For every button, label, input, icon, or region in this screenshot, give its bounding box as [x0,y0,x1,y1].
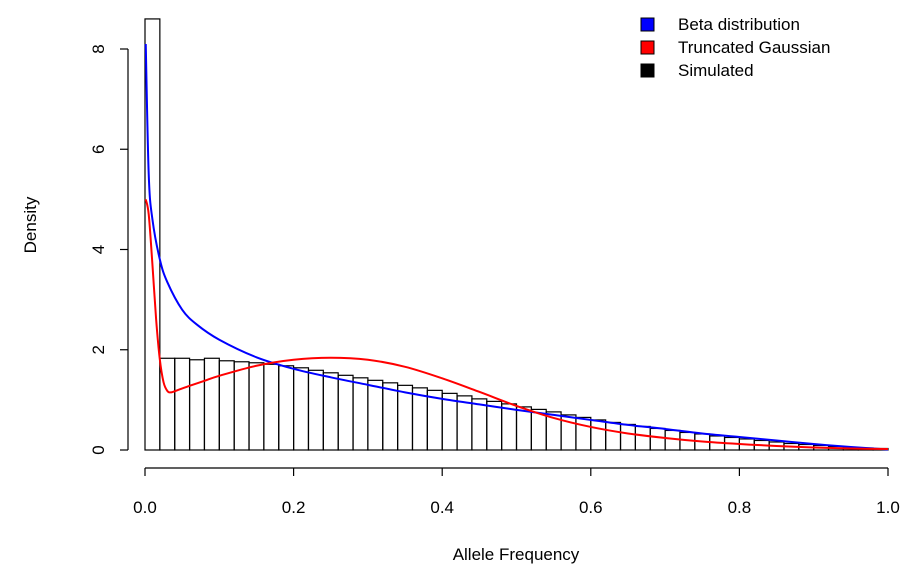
histogram-bar [501,403,518,451]
histogram-bar [382,382,399,451]
y-tick-label: 2 [89,345,108,354]
legend-swatch [640,40,655,55]
histogram-bar [188,359,206,451]
histogram-bar [619,423,636,451]
histogram-bar [174,357,191,451]
x-tick-label: 0.4 [430,498,454,517]
legend-swatch [640,17,655,32]
legend-label: Simulated [678,61,754,80]
density-curves [144,43,889,451]
histogram-bar [337,374,354,451]
truncated-gaussian-curve [144,199,889,450]
x-tick-label: 0.6 [579,498,603,517]
histogram-bar [649,427,666,451]
histogram-bar [322,372,339,451]
legend-label: Beta distribution [678,15,800,34]
legend: Beta distribution Truncated Gaussian Simul… [640,15,830,80]
histogram-bar [233,361,250,451]
histogram-bar [515,406,532,451]
histogram-bar [411,387,428,451]
y-tick-label: 4 [89,245,108,254]
x-axis: 0.0 0.2 0.4 0.6 0.8 1.0 [133,467,900,517]
beta-distribution-curve [144,43,889,451]
histogram-bar [590,419,607,451]
histogram-bar [307,369,324,451]
x-tick-label: 0.8 [728,498,752,517]
y-tick-label: 8 [89,44,108,53]
histogram-bar [471,398,488,451]
histogram-bar [203,357,220,451]
legend-swatch [640,63,655,78]
histogram-bar [367,379,384,451]
x-tick-label: 0.0 [133,498,157,517]
y-axis: 0 2 4 6 8 [89,44,129,455]
histogram-bar [278,365,295,451]
histogram-bar [397,384,414,451]
histogram-bar [441,392,458,451]
histogram-bars [144,18,889,451]
histogram-bar [263,363,280,451]
x-axis-label: Allele Frequency [453,545,580,564]
histogram-bar [352,377,369,451]
y-tick-label: 6 [89,145,108,154]
histogram-bar [293,367,310,451]
histogram-bar [486,400,503,451]
histogram-bar [634,425,651,451]
histogram-bar [575,416,592,451]
legend-label: Truncated Gaussian [678,38,830,57]
x-tick-label: 1.0 [876,498,900,517]
y-axis-label: Density [21,196,40,253]
histogram-bar [144,18,161,451]
histogram-bar [248,362,265,451]
histogram-bar [605,421,622,451]
y-tick-label: 0 [89,445,108,454]
x-tick-label: 0.2 [282,498,306,517]
